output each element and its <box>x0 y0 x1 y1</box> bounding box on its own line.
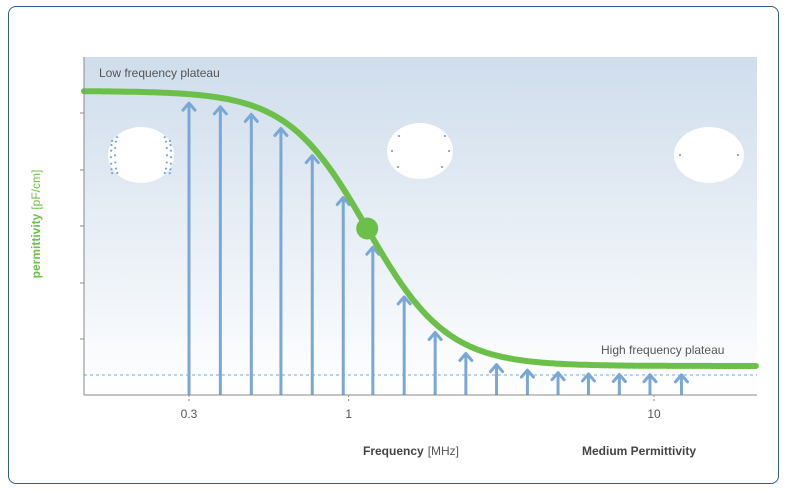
frequency-arrow-head <box>396 295 412 306</box>
frequency-arrows <box>181 101 689 395</box>
charge-dot <box>169 162 172 165</box>
permittivity-curve <box>81 88 759 369</box>
cell-low-frequency <box>108 127 174 183</box>
charge-dot <box>165 161 168 164</box>
charge-dot <box>114 161 117 164</box>
charge-dot <box>169 156 173 159</box>
frequency-arrow-head <box>212 105 228 116</box>
frequency-arrow-head <box>611 372 627 383</box>
y-axis-title-unit: [pF/cm] <box>29 170 43 210</box>
charge-dot <box>397 134 401 138</box>
charge-dot <box>163 171 166 175</box>
charge-dot <box>164 140 168 143</box>
frequency-arrow-head <box>273 127 289 138</box>
y-axis-title: permittivity [pF/cm] <box>29 170 43 279</box>
charge-dot <box>165 154 169 157</box>
frequency-arrow-head <box>181 101 197 112</box>
frequency-arrow-head <box>304 154 320 165</box>
frequency-arrow-head <box>243 112 259 123</box>
frequency-arrow-head <box>550 371 566 382</box>
charge-dot <box>163 136 166 139</box>
frequency-arrow-head <box>580 372 596 383</box>
high-plateau-label: High frequency plateau <box>601 343 724 357</box>
x-axis-title: Frequency [MHz] <box>363 444 459 458</box>
charge-dot <box>114 140 118 143</box>
charge-dot <box>109 156 113 159</box>
charge-dot <box>111 172 114 175</box>
frequency-arrow-head <box>519 368 535 379</box>
frequency-arrow <box>243 112 259 395</box>
charge-dot <box>165 146 168 150</box>
x-axis-title-unit: [MHz] <box>428 444 459 458</box>
charge-dot <box>110 139 114 143</box>
charge-dot <box>110 149 113 152</box>
frequency-arrow <box>642 373 658 395</box>
charge-dot <box>114 146 117 150</box>
frequency-arrow <box>427 330 443 395</box>
frequency-arrow <box>181 101 197 395</box>
cell-mid-charges <box>390 134 451 169</box>
frequency-arrow <box>519 368 535 395</box>
frequency-arrow-head <box>673 373 689 384</box>
charge-dot <box>114 167 118 170</box>
y-axis-ticks <box>80 112 84 340</box>
frequency-arrow <box>673 373 689 395</box>
frequency-arrow <box>489 363 505 395</box>
frequency-arrow-head <box>427 330 443 341</box>
low-plateau-label: Low frequency plateau <box>99 66 220 80</box>
charge-dot <box>169 168 172 171</box>
x-tick-label: 1 <box>345 407 352 421</box>
charge-dot <box>736 153 740 157</box>
charge-dot <box>396 165 400 169</box>
charge-dot <box>116 171 119 175</box>
charge-dot <box>169 143 172 147</box>
frequency-arrow <box>458 351 474 395</box>
charge-dot <box>168 172 171 175</box>
x-axis-ticks: 0.3 1 10 <box>181 395 661 421</box>
x-axis-title-bold: Frequency <box>363 444 424 458</box>
charge-dot <box>169 149 172 152</box>
charge-dot <box>113 154 117 157</box>
charge-dot <box>443 134 447 138</box>
charge-dot <box>110 168 113 171</box>
cell-high-frequency <box>674 127 744 183</box>
frequency-arrow-head <box>335 196 351 207</box>
x-tick-label: 10 <box>647 407 661 421</box>
charge-dot <box>390 149 394 153</box>
charge-dot <box>110 143 113 147</box>
plot-background <box>84 57 757 395</box>
frequency-arrow <box>365 245 381 395</box>
frequency-arrow <box>550 371 566 395</box>
cell-low-charges <box>109 136 173 175</box>
charge-dot <box>168 139 172 143</box>
y-axis-title-bold: permittivity <box>29 213 43 278</box>
charge-dot <box>164 167 168 170</box>
frequency-arrow-head <box>458 351 474 362</box>
charge-dot <box>447 149 451 153</box>
cell-mid-frequency <box>387 123 453 179</box>
frequency-arrow <box>396 295 412 395</box>
frequency-arrow <box>335 196 351 395</box>
frequency-arrow-head <box>365 245 381 256</box>
charge-dot <box>110 162 113 165</box>
frequency-arrow-head <box>642 373 658 384</box>
charge-dot <box>440 165 444 169</box>
x-tick-label: 0.3 <box>181 407 198 421</box>
frequency-arrow <box>273 127 289 395</box>
frequency-arrow <box>611 372 627 395</box>
charge-dot <box>678 153 682 157</box>
inflection-point <box>356 217 379 240</box>
charge-dot <box>116 136 119 139</box>
frequency-arrow-head <box>489 363 505 374</box>
frequency-arrow <box>304 154 320 395</box>
frequency-arrow <box>212 105 228 395</box>
medium-permittivity-label: Medium Permittivity <box>582 444 696 458</box>
cell-high-charges <box>678 153 740 157</box>
frequency-arrow <box>580 372 596 395</box>
